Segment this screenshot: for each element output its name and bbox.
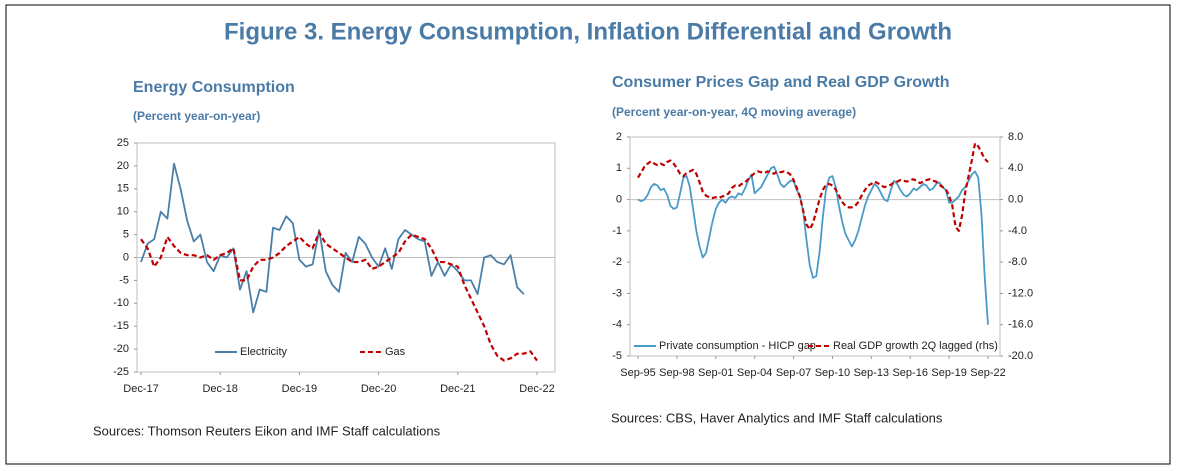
y-tick-label: 20 — [117, 160, 129, 172]
y-tick-label: 0 — [616, 193, 622, 205]
chart-title: Consumer Prices Gap and Real GDP Growth — [612, 74, 950, 91]
x-tick-label: Dec-21 — [440, 383, 475, 395]
y-tick-label: -4 — [612, 319, 622, 331]
y-tick-label: 1 — [616, 162, 622, 174]
x-tick-label: Sep-04 — [737, 367, 772, 379]
y-tick-label: -5 — [612, 350, 622, 362]
x-tick-label: Dec-19 — [282, 383, 317, 395]
series-line — [637, 165, 989, 325]
chart-subtitle: (Percent year-on-year, 4Q moving average… — [612, 105, 856, 119]
y-tick-label: -20 — [113, 343, 129, 355]
legend-label: Electricity — [240, 346, 288, 358]
y-tick-label: -3 — [612, 287, 622, 299]
series-line — [140, 231, 538, 362]
x-tick-label: Sep-07 — [776, 367, 811, 379]
x-tick-label: Dec-17 — [123, 383, 158, 395]
y-tick-label: 5 — [123, 229, 129, 241]
y2-tick-label: -20.0 — [1008, 350, 1033, 362]
x-tick-label: Dec-18 — [202, 383, 237, 395]
y2-tick-label: 8.0 — [1008, 131, 1023, 143]
y-tick-label: 15 — [117, 183, 129, 195]
y-tick-label: 0 — [123, 251, 129, 263]
y2-tick-label: -12.0 — [1008, 287, 1033, 299]
x-tick-label: Sep-01 — [698, 367, 733, 379]
y-tick-label: -5 — [119, 274, 129, 286]
y-tick-label: 25 — [117, 137, 129, 149]
plot-frame — [629, 136, 1001, 357]
y2-tick-label: -8.0 — [1008, 256, 1027, 268]
x-tick-label: Sep-16 — [892, 367, 927, 379]
legend-label: Gas — [385, 346, 406, 358]
x-tick-label: Sep-22 — [970, 367, 1005, 379]
x-tick-label: Dec-22 — [519, 383, 554, 395]
y-tick-label: -2 — [612, 256, 622, 268]
y2-tick-label: 0.0 — [1008, 193, 1023, 205]
legend-label: Real GDP growth 2Q lagged (rhs) — [833, 340, 998, 352]
x-tick-label: Sep-13 — [854, 367, 889, 379]
y2-tick-label: -16.0 — [1008, 319, 1033, 331]
x-tick-label: Sep-10 — [815, 367, 850, 379]
x-tick-label: Sep-98 — [659, 367, 694, 379]
figure-title: Figure 3. Energy Consumption, Inflation … — [224, 18, 952, 45]
series-line — [637, 142, 989, 232]
chart-title: Energy Consumption — [133, 79, 295, 96]
source-note: Sources: Thomson Reuters Eikon and IMF S… — [93, 423, 441, 438]
x-tick-label: Dec-20 — [361, 383, 396, 395]
source-note: Sources: CBS, Haver Analytics and IMF St… — [611, 410, 943, 425]
y-tick-label: -1 — [612, 225, 622, 237]
y2-tick-label: -4.0 — [1008, 225, 1027, 237]
y-tick-label: -15 — [113, 320, 129, 332]
y-tick-label: -10 — [113, 297, 129, 309]
chart-subtitle: (Percent year-on-year) — [133, 109, 260, 123]
x-tick-label: Sep-95 — [620, 367, 655, 379]
x-tick-label: Sep-19 — [931, 367, 966, 379]
figure-border — [5, 4, 1171, 465]
y-tick-label: -25 — [113, 366, 129, 378]
legend-label: Private consumption - HICP gap — [659, 340, 816, 352]
y-tick-label: 2 — [616, 131, 622, 143]
y-tick-label: 10 — [117, 206, 129, 218]
y2-tick-label: 4.0 — [1008, 162, 1023, 174]
